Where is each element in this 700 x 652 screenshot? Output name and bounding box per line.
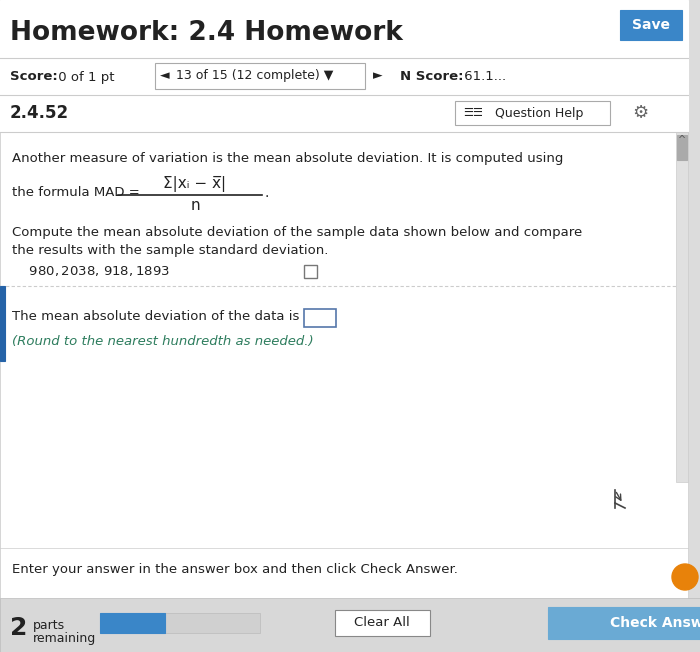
Bar — [0, 58, 688, 95]
Text: .: . — [265, 186, 270, 200]
Bar — [548, 607, 700, 639]
Bar — [304, 265, 317, 278]
Text: Compute the mean absolute deviation of the sample data shown below and compare: Compute the mean absolute deviation of t… — [12, 226, 582, 239]
Text: Question Help: Question Help — [495, 106, 583, 119]
Text: ☰☰: ☰☰ — [463, 108, 483, 118]
Bar — [677, 135, 687, 160]
Bar — [335, 610, 430, 636]
Bar — [155, 63, 365, 89]
Text: ⚙: ⚙ — [632, 104, 648, 122]
Text: 13 of 15 (12 complete) ▼: 13 of 15 (12 complete) ▼ — [176, 70, 334, 83]
Text: the formula MAD =: the formula MAD = — [12, 186, 144, 199]
Bar — [0, 0, 688, 58]
Text: ^: ^ — [678, 135, 686, 145]
Text: ►: ► — [373, 70, 383, 83]
Text: 2: 2 — [10, 616, 27, 640]
Text: Check Answer: Check Answer — [610, 616, 700, 630]
Text: Clear All: Clear All — [354, 617, 410, 629]
Text: $980, $2038, $918, $1893: $980, $2038, $918, $1893 — [12, 264, 170, 278]
Text: Enter your answer in the answer box and then click Check Answer.: Enter your answer in the answer box and … — [12, 563, 458, 576]
Bar — [100, 613, 260, 633]
Text: Save: Save — [632, 18, 670, 32]
Bar — [455, 101, 610, 125]
Bar — [676, 132, 688, 482]
Text: 61.1...: 61.1... — [460, 70, 506, 83]
Text: Σ|xᵢ − x̅|: Σ|xᵢ − x̅| — [163, 176, 227, 192]
Text: parts: parts — [33, 619, 65, 632]
Text: remaining: remaining — [33, 632, 97, 645]
Text: the results with the sample standard deviation.: the results with the sample standard dev… — [12, 244, 328, 257]
Text: The mean absolute deviation of the data is $: The mean absolute deviation of the data … — [12, 310, 312, 323]
Bar — [0, 598, 700, 652]
Text: n: n — [190, 198, 199, 213]
Bar — [0, 95, 688, 132]
Text: 2.4.52: 2.4.52 — [10, 104, 69, 122]
Text: N Score:: N Score: — [400, 70, 463, 83]
Bar — [304, 309, 336, 327]
Text: Score:: Score: — [10, 70, 57, 83]
Bar — [620, 10, 682, 40]
Text: ◄: ◄ — [160, 70, 170, 83]
Bar — [100, 613, 165, 633]
Text: Another measure of variation is the mean absolute deviation. It is computed usin: Another measure of variation is the mean… — [12, 152, 564, 165]
Text: 0 of 1 pt: 0 of 1 pt — [54, 70, 115, 83]
Text: Homework: 2.4 Homework: Homework: 2.4 Homework — [10, 20, 403, 46]
Text: (Round to the nearest hundredth as needed.): (Round to the nearest hundredth as neede… — [12, 335, 314, 348]
Bar — [0, 286, 5, 361]
Circle shape — [672, 564, 698, 590]
